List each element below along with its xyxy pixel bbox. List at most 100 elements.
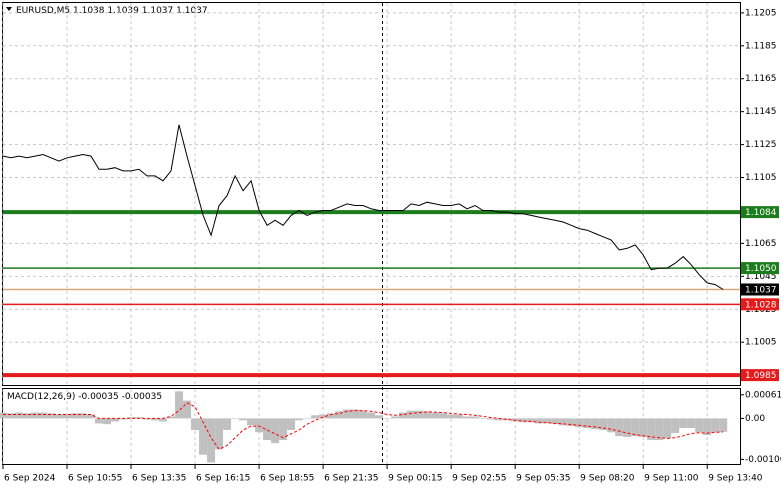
open: 1.1038 <box>73 6 105 16</box>
y-tick-label: 1.1205 <box>745 8 777 18</box>
histogram-bar <box>687 418 696 429</box>
level-box <box>741 283 779 296</box>
y-tick-label: 1.1145 <box>745 107 777 117</box>
histogram-bar <box>367 412 376 419</box>
histogram-bar <box>591 418 600 430</box>
histogram-bar <box>423 411 432 419</box>
x-tick-label: 9 Sep 11:00 <box>644 474 699 484</box>
histogram-bar <box>719 418 728 432</box>
signal-value: -0.00035 <box>122 392 162 402</box>
x-tick-label: 9 Sep 05:35 <box>516 474 570 484</box>
histogram-bar <box>127 417 136 419</box>
histogram-bar <box>247 418 256 426</box>
y-tick-label: 1.1065 <box>745 239 777 249</box>
y-tick-label: 1.1165 <box>745 74 777 84</box>
x-tick-label: 6 Sep 18:55 <box>260 474 314 484</box>
x-tick-label: 6 Sep 10:55 <box>68 474 122 484</box>
level-label: 1.1037 <box>745 286 777 296</box>
histogram-bar <box>503 418 512 421</box>
histogram-bar <box>207 418 216 463</box>
histogram-bar <box>39 412 48 419</box>
histogram-bar <box>599 418 608 430</box>
histogram-bar <box>431 412 440 419</box>
close: 1.1037 <box>176 6 208 16</box>
histogram-bar <box>95 418 104 424</box>
x-tick-label: 9 Sep 02:55 <box>452 474 506 484</box>
histogram-bar <box>167 416 176 419</box>
histogram-bar <box>487 418 496 420</box>
histogram-bar <box>479 418 488 419</box>
histogram-bar <box>527 418 536 423</box>
price-line <box>2 124 724 290</box>
histogram-bar <box>263 418 272 441</box>
histogram-bar <box>615 418 624 437</box>
histogram-bar <box>71 413 80 419</box>
histogram-bar <box>87 414 96 419</box>
x-tick-label: 6 Sep 16:15 <box>196 474 250 484</box>
histogram-bar <box>663 418 672 439</box>
histogram-bar <box>383 418 392 419</box>
histogram-bar <box>399 412 408 419</box>
macd-value: -0.00035 <box>78 392 118 402</box>
y-tick-label: 0.00061 <box>745 390 781 400</box>
histogram-bar <box>623 418 632 437</box>
histogram-bar <box>495 418 504 421</box>
x-tick-label: 6 Sep 13:35 <box>132 474 186 484</box>
histogram-bar <box>695 418 704 433</box>
histogram-bar <box>63 414 72 419</box>
histogram-bar <box>343 409 352 419</box>
x-tick-label: 9 Sep 13:40 <box>708 474 763 484</box>
x-tick-label: 6 Sep 21:35 <box>324 474 378 484</box>
level-label: 1.0985 <box>745 371 777 381</box>
histogram-bar <box>311 415 320 419</box>
symbol: EURUSD,M5 <box>16 6 70 16</box>
y-tick-label: 1.1125 <box>745 140 777 150</box>
histogram-bar <box>151 418 160 421</box>
histogram-bar <box>319 414 328 419</box>
histogram-bar <box>415 410 424 419</box>
low: 1.1037 <box>142 6 174 16</box>
histogram-bar <box>471 416 480 419</box>
histogram-bar <box>271 418 280 444</box>
histogram-bar <box>671 418 680 434</box>
histogram-bar <box>103 418 112 425</box>
histogram-bar <box>287 418 296 430</box>
y-tick-label: 1.1045 <box>745 272 777 282</box>
histogram-bar <box>407 410 416 419</box>
histogram-bar <box>231 418 240 419</box>
histogram-bar <box>463 416 472 419</box>
histogram-bar <box>519 418 528 423</box>
level-label: 1.1084 <box>745 208 777 218</box>
macd-header: MACD(12,26,9) -0.00035 -0.00035 <box>7 392 162 402</box>
y-tick-label: 1.1185 <box>745 41 777 51</box>
y-tick-label: 1.1105 <box>745 173 777 183</box>
high: 1.1039 <box>107 6 139 16</box>
histogram-bar <box>175 391 184 419</box>
histogram-bar <box>327 413 336 419</box>
histogram-bar <box>79 413 88 419</box>
histogram-bar <box>143 418 152 420</box>
chart-header: EURUSD,M5 1.1038 1.1039 1.1037 1.1037 <box>16 6 208 16</box>
histogram-bar <box>199 418 208 455</box>
histogram-bar <box>279 418 288 441</box>
histogram-bar <box>159 418 168 422</box>
x-tick-label: 9 Sep 00:15 <box>388 474 442 484</box>
histogram-bar <box>575 418 584 428</box>
histogram-bar <box>351 409 360 419</box>
histogram-bar <box>303 418 312 419</box>
histogram-bar <box>359 410 368 419</box>
histogram-bar <box>119 418 128 420</box>
histogram-bar <box>455 414 464 419</box>
histogram-bar <box>543 418 552 424</box>
histogram-bar <box>223 418 232 430</box>
histogram-bar <box>215 418 224 450</box>
x-tick-label: 6 Sep 2024 <box>4 474 56 484</box>
histogram-bar <box>655 418 664 441</box>
histogram-bar <box>535 418 544 424</box>
histogram-bar <box>47 413 56 419</box>
histogram-bar <box>31 412 40 419</box>
histogram-bar <box>7 413 16 419</box>
level-box <box>741 298 779 311</box>
